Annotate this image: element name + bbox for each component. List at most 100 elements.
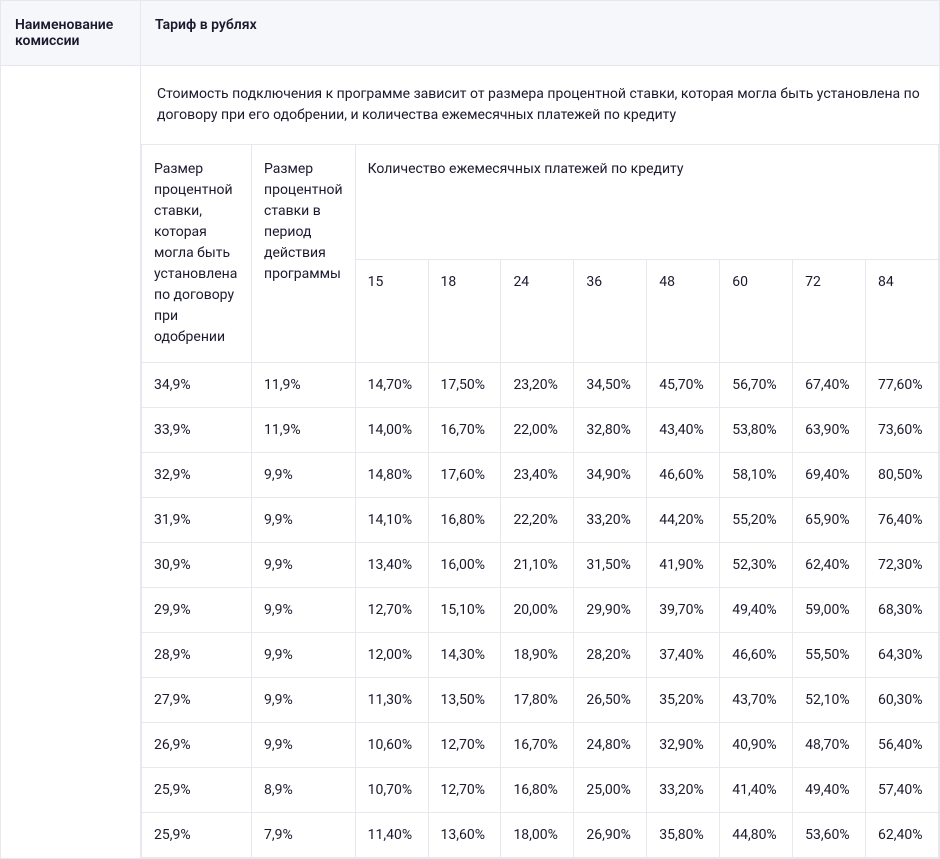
cell-value: 26,90% <box>574 813 647 858</box>
inner-month-header: 24 <box>501 259 574 362</box>
cell-value: 72,30% <box>866 543 939 588</box>
cell-value: 12,00% <box>355 633 428 678</box>
cell-value: 34,50% <box>574 363 647 408</box>
cell-value: 55,20% <box>720 498 793 543</box>
cell-value: 16,80% <box>428 498 501 543</box>
cell-rate2: 9,9% <box>252 633 356 678</box>
cell-value: 53,80% <box>720 408 793 453</box>
inner-header-rate1: Размер процентной ставки, которая могла … <box>142 145 252 363</box>
cell-value: 56,70% <box>720 363 793 408</box>
cell-value: 73,60% <box>866 408 939 453</box>
cell-value: 41,40% <box>720 768 793 813</box>
cell-value: 45,70% <box>647 363 720 408</box>
cell-value: 62,40% <box>866 813 939 858</box>
table-row: 32,9%9,9%14,80%17,60%23,40%34,90%46,60%5… <box>142 453 939 498</box>
cell-value: 56,40% <box>866 723 939 768</box>
cell-value: 46,60% <box>720 633 793 678</box>
cell-rate1: 25,9% <box>142 813 252 858</box>
cell-value: 18,90% <box>501 633 574 678</box>
cell-value: 65,90% <box>793 498 866 543</box>
cell-value: 12,70% <box>428 723 501 768</box>
outer-header-col1: Наименование комиссии <box>1 1 141 66</box>
cell-rate1: 29,9% <box>142 588 252 633</box>
cell-rate1: 25,9% <box>142 768 252 813</box>
cell-value: 52,10% <box>793 678 866 723</box>
table-row: 28,9%9,9%12,00%14,30%18,90%28,20%37,40%4… <box>142 633 939 678</box>
cell-value: 21,10% <box>501 543 574 588</box>
cell-value: 22,00% <box>501 408 574 453</box>
cell-value: 23,40% <box>501 453 574 498</box>
table-row: 33,9%11,9%14,00%16,70%22,00%32,80%43,40%… <box>142 408 939 453</box>
cell-value: 32,80% <box>574 408 647 453</box>
cell-value: 33,20% <box>647 768 720 813</box>
inner-body: 34,9%11,9%14,70%17,50%23,20%34,50%45,70%… <box>142 363 939 858</box>
cell-value: 14,70% <box>355 363 428 408</box>
cell-value: 18,00% <box>501 813 574 858</box>
cell-value: 13,40% <box>355 543 428 588</box>
cell-value: 76,40% <box>866 498 939 543</box>
cell-rate1: 31,9% <box>142 498 252 543</box>
cell-value: 15,10% <box>428 588 501 633</box>
cell-value: 60,30% <box>866 678 939 723</box>
inner-month-header: 15 <box>355 259 428 362</box>
cell-value: 63,90% <box>793 408 866 453</box>
cell-value: 49,40% <box>720 588 793 633</box>
cell-value: 16,70% <box>428 408 501 453</box>
outer-body-col1 <box>1 66 141 859</box>
cell-value: 17,80% <box>501 678 574 723</box>
table-row: 26,9%9,9%10,60%12,70%16,70%24,80%32,90%4… <box>142 723 939 768</box>
cell-rate2: 7,9% <box>252 813 356 858</box>
cell-value: 13,50% <box>428 678 501 723</box>
cell-value: 13,60% <box>428 813 501 858</box>
table-row: 34,9%11,9%14,70%17,50%23,20%34,50%45,70%… <box>142 363 939 408</box>
cell-rate2: 9,9% <box>252 543 356 588</box>
cell-value: 55,50% <box>793 633 866 678</box>
cell-value: 32,90% <box>647 723 720 768</box>
cell-rate2: 9,9% <box>252 588 356 633</box>
inner-month-header: 36 <box>574 259 647 362</box>
cell-value: 17,60% <box>428 453 501 498</box>
cell-rate2: 11,9% <box>252 408 356 453</box>
cell-value: 16,70% <box>501 723 574 768</box>
cell-rate1: 26,9% <box>142 723 252 768</box>
cell-value: 48,70% <box>793 723 866 768</box>
cell-rate2: 9,9% <box>252 498 356 543</box>
cell-value: 14,10% <box>355 498 428 543</box>
cell-value: 16,80% <box>501 768 574 813</box>
cell-rate1: 33,9% <box>142 408 252 453</box>
cell-value: 46,60% <box>647 453 720 498</box>
cell-value: 14,30% <box>428 633 501 678</box>
cell-value: 25,00% <box>574 768 647 813</box>
cell-value: 17,50% <box>428 363 501 408</box>
inner-header-span: Количество ежемесячных платежей по креди… <box>355 145 938 260</box>
cell-value: 58,10% <box>720 453 793 498</box>
outer-header-col2: Тариф в рублях <box>141 1 940 66</box>
cell-value: 14,00% <box>355 408 428 453</box>
cell-value: 41,90% <box>647 543 720 588</box>
table-row: 30,9%9,9%13,40%16,00%21,10%31,50%41,90%5… <box>142 543 939 588</box>
cell-value: 22,20% <box>501 498 574 543</box>
cell-value: 77,60% <box>866 363 939 408</box>
cell-value: 11,40% <box>355 813 428 858</box>
cell-value: 26,50% <box>574 678 647 723</box>
cell-rate1: 34,9% <box>142 363 252 408</box>
cell-value: 35,20% <box>647 678 720 723</box>
cell-value: 43,40% <box>647 408 720 453</box>
cell-rate2: 9,9% <box>252 723 356 768</box>
cell-value: 53,60% <box>793 813 866 858</box>
inner-month-header: 84 <box>866 259 939 362</box>
tariff-outer-table: Наименование комиссии Тариф в рублях Сто… <box>0 0 940 859</box>
cell-value: 68,30% <box>866 588 939 633</box>
inner-month-header: 60 <box>720 259 793 362</box>
cell-value: 40,90% <box>720 723 793 768</box>
cell-value: 67,40% <box>793 363 866 408</box>
cell-value: 57,40% <box>866 768 939 813</box>
cell-value: 80,50% <box>866 453 939 498</box>
cell-value: 20,00% <box>501 588 574 633</box>
cell-value: 43,70% <box>720 678 793 723</box>
inner-month-header: 18 <box>428 259 501 362</box>
table-row: 31,9%9,9%14,10%16,80%22,20%33,20%44,20%5… <box>142 498 939 543</box>
cell-value: 24,80% <box>574 723 647 768</box>
cell-value: 64,30% <box>866 633 939 678</box>
cell-value: 23,20% <box>501 363 574 408</box>
